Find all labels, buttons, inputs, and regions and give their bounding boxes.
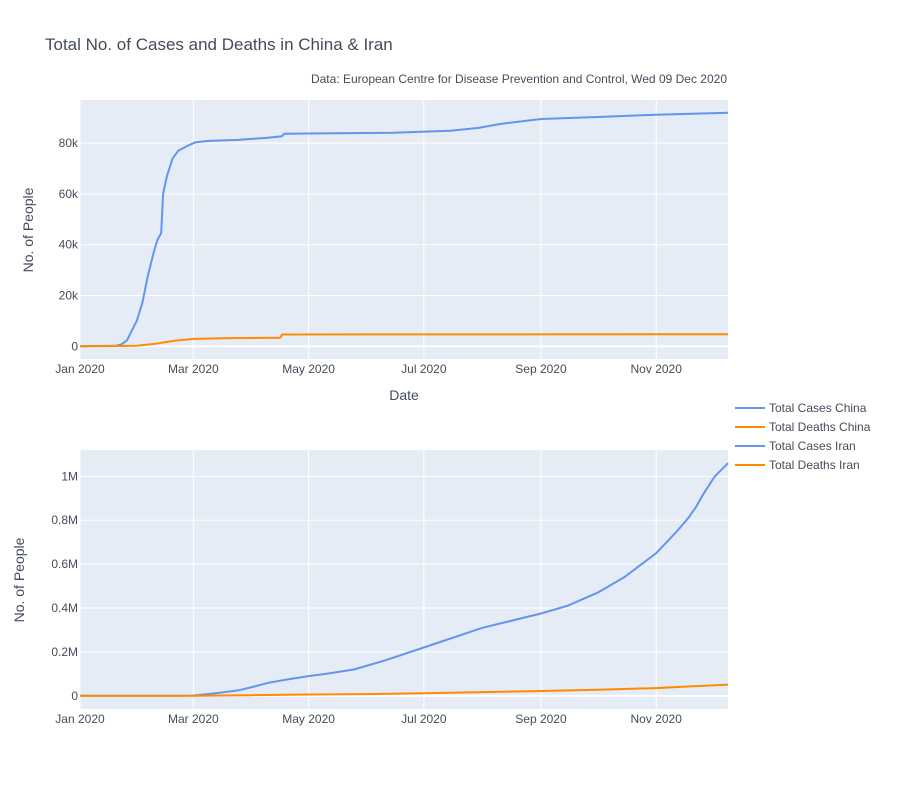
legend-item-total-cases-iran[interactable]: Total Cases Iran <box>735 439 856 453</box>
y-tick-label: 40k <box>59 238 79 252</box>
y-tick-label: 20k <box>59 289 79 303</box>
x-tick-label: Jan 2020 <box>55 362 105 376</box>
legend-label-deaths-china: Total Deaths China <box>769 420 871 434</box>
x-tick-label: Jul 2020 <box>401 712 447 726</box>
series-line-total-cases-iran[interactable] <box>80 462 729 697</box>
x-tick-label: Mar 2020 <box>168 712 219 726</box>
y-tick-label: 0.4M <box>51 601 78 615</box>
x-tick-label: May 2020 <box>282 712 335 726</box>
x-tick-label: Jan 2020 <box>55 712 105 726</box>
series-line-total-deaths-china[interactable] <box>79 333 729 348</box>
china-gridlines <box>79 100 728 359</box>
y-tick-label: 80k <box>59 136 79 150</box>
iran-y-axis-title: No. of People <box>11 537 27 622</box>
y-tick-label: 0 <box>71 689 78 703</box>
x-tick-label: Jul 2020 <box>401 362 447 376</box>
y-tick-label: 1M <box>61 469 78 483</box>
series-line-total-cases-china[interactable] <box>79 111 729 348</box>
y-tick-label: 0.8M <box>51 513 78 527</box>
y-tick-label: 0.6M <box>51 557 78 571</box>
china-x-ticks: Jan 2020 Mar 2020 May 2020 Jul 2020 Sep 2020… <box>55 362 682 376</box>
legend-label-cases-iran: Total Cases Iran <box>769 439 856 453</box>
chart-title: Total No. of Cases and Deaths in China &… <box>45 35 393 54</box>
china-y-axis-title: No. of People <box>20 187 36 272</box>
iran-x-ticks: Jan 2020 Mar 2020 May 2020 Jul 2020 Sep 2020… <box>55 712 682 726</box>
iran-plot-background <box>80 450 728 709</box>
china-panel: Jan 2020 Mar 2020 May 2020 Jul 2020 Sep 2020… <box>20 100 729 403</box>
china-x-axis-title: Date <box>389 387 419 403</box>
y-tick-label: 0.2M <box>51 645 78 659</box>
iran-panel: Jan 2020 Mar 2020 May 2020 Jul 2020 Sep 2020… <box>11 450 729 726</box>
china-y-ticks: 0 20k 40k 60k 80k <box>59 136 79 353</box>
x-tick-label: Sep 2020 <box>515 712 567 726</box>
y-tick-label: 0 <box>71 339 78 353</box>
legend[interactable]: Total Cases China Total Deaths China Tot… <box>735 401 871 472</box>
legend-label-deaths-iran: Total Deaths Iran <box>769 458 860 472</box>
iran-series <box>80 462 729 697</box>
chart-subtitle: Data: European Centre for Disease Preven… <box>311 72 727 86</box>
x-tick-label: Sep 2020 <box>515 362 567 376</box>
x-tick-label: Mar 2020 <box>168 362 219 376</box>
series-line-total-deaths-iran[interactable] <box>80 683 729 697</box>
china-series <box>79 111 729 348</box>
legend-item-total-cases-china[interactable]: Total Cases China <box>735 401 867 415</box>
x-tick-label: May 2020 <box>282 362 335 376</box>
y-tick-label: 60k <box>59 187 79 201</box>
china-plot-background <box>80 100 728 359</box>
iran-gridlines <box>79 450 728 709</box>
legend-label-cases-china: Total Cases China <box>769 401 867 415</box>
x-tick-label: Nov 2020 <box>631 712 683 726</box>
legend-item-total-deaths-iran[interactable]: Total Deaths Iran <box>735 458 860 472</box>
legend-item-total-deaths-china[interactable]: Total Deaths China <box>735 420 871 434</box>
iran-y-ticks: 0 0.2M 0.4M 0.6M 0.8M 1M <box>51 469 78 702</box>
x-tick-label: Nov 2020 <box>631 362 683 376</box>
